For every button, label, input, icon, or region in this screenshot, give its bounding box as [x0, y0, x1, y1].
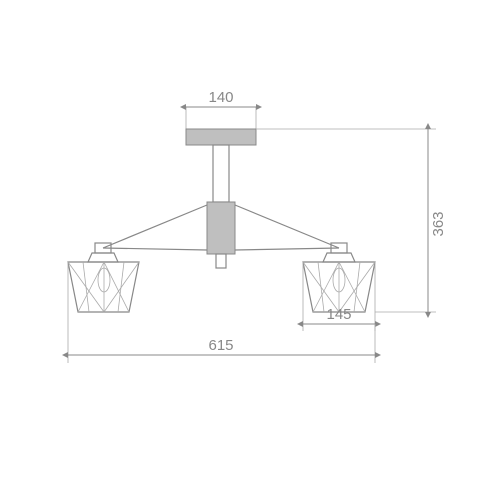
- dim-top-width-value: 140: [208, 89, 233, 106]
- dim-height: 363: [256, 129, 447, 312]
- center-knob: [216, 254, 226, 268]
- left-shade: [68, 243, 139, 312]
- dim-total-width-value: 615: [208, 337, 233, 354]
- right-shade: [303, 243, 375, 312]
- lamp-technical-drawing: 140: [0, 0, 500, 500]
- dim-shade-width-value: 145: [326, 306, 351, 323]
- dim-height-value: 363: [430, 211, 447, 236]
- ceiling-mount: [186, 129, 256, 254]
- dim-top-width: 140: [186, 89, 256, 129]
